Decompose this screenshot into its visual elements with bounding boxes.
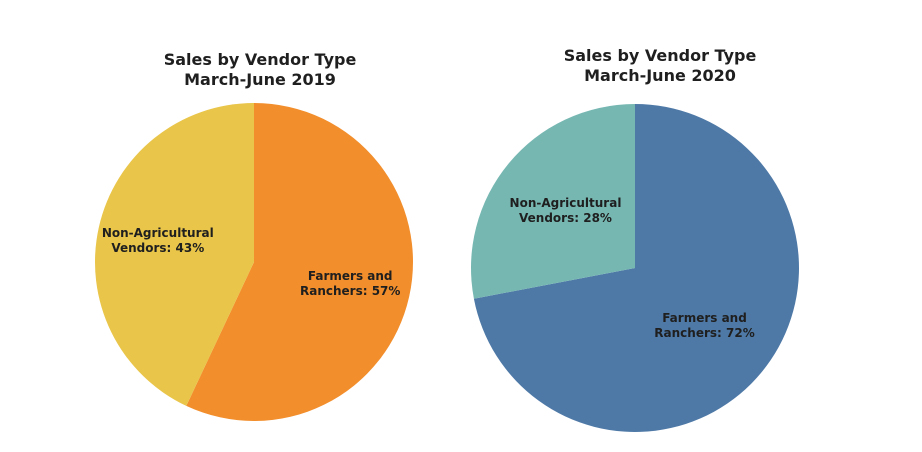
slice-label: Farmers and Ranchers: 72%	[654, 311, 754, 340]
pie-slice	[186, 103, 414, 421]
slice-label-line: Vendors: 28%	[519, 211, 612, 225]
pie-chart-2019: Sales by Vendor Type March-June 2019 Far…	[60, 0, 460, 452]
slice-label: Non-Agricultural Vendors: 43%	[102, 226, 214, 255]
pie-slice	[95, 103, 254, 406]
pie-svg: Farmers and Ranchers: 57% Non-Agricultural…	[95, 103, 414, 421]
pie-slice	[471, 104, 635, 299]
slice-label-line: Ranchers: 57%	[300, 284, 400, 298]
slice-label-line: Non-Agricultural	[510, 196, 622, 210]
slice-label-line: Farmers and	[308, 269, 393, 283]
chart-subtitle: March-June 2020	[584, 66, 736, 85]
pie-slice	[473, 104, 799, 432]
chart-subtitle: March-June 2019	[184, 70, 336, 89]
chart-title: Sales by Vendor Type	[163, 50, 357, 69]
slice-label-line: Ranchers: 72%	[654, 326, 754, 340]
pie-svg: Farmers and Ranchers: 72% Non-Agricultural…	[471, 104, 799, 432]
chart-title: Sales by Vendor Type	[563, 46, 757, 65]
slice-label-line: Farmers and	[662, 311, 747, 325]
pie-chart-2020: Sales by Vendor Type March-June 2020 Far…	[460, 0, 860, 452]
slice-label: Non-Agricultural Vendors: 28%	[510, 196, 622, 225]
slice-label-line: Vendors: 43%	[111, 241, 204, 255]
slice-label-line: Non-Agricultural	[102, 226, 214, 240]
slice-label: Farmers and Ranchers: 57%	[300, 269, 400, 298]
